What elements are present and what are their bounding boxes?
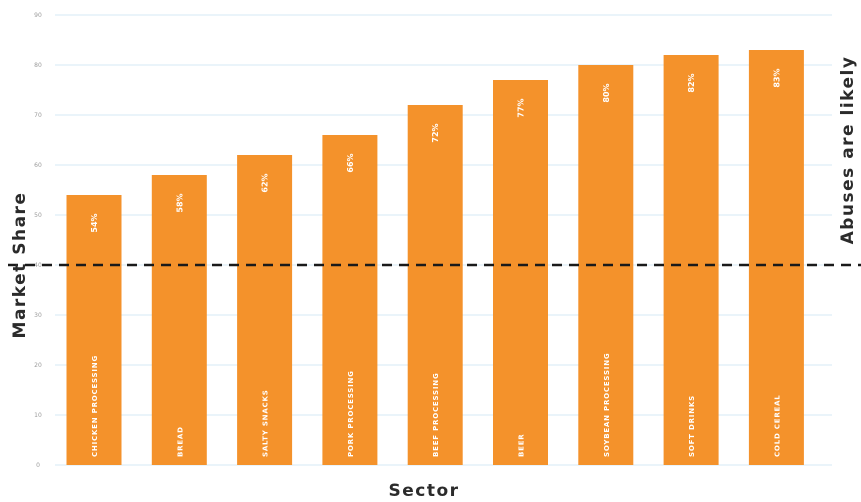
bar-category-label-8: COLD CEREAL xyxy=(773,394,781,457)
y-tick-label-8: 80 xyxy=(34,62,42,69)
bar-value-label-6: 80% xyxy=(602,83,611,102)
x-axis-label: Sector xyxy=(388,481,459,501)
bar-category-label-6: SOYBEAN PROCESSING xyxy=(603,353,611,457)
y-tick-label-5: 50 xyxy=(34,212,42,219)
bar-value-label-8: 83% xyxy=(772,68,781,87)
bar-category-label-7: SOFT DRINKS xyxy=(688,395,696,457)
bar-category-label-3: PORK PROCESSING xyxy=(347,370,355,457)
bar-category-label-0: CHICKEN PROCESSING xyxy=(91,355,99,457)
bar-category-label-1: BREAD xyxy=(176,426,184,457)
y-tick-label-2: 20 xyxy=(34,362,42,369)
bar-value-label-5: 77% xyxy=(517,98,526,117)
bar-8 xyxy=(748,50,804,465)
y-axis-label: Market Share xyxy=(10,192,30,339)
bar-5 xyxy=(493,80,548,465)
bar-category-label-5: BEER xyxy=(518,434,526,458)
bar-value-label-1: 58% xyxy=(175,193,184,212)
bar-3 xyxy=(322,135,378,465)
bar-layer: 54% CHICKEN PROCESSING 58% BREAD 62% SALTY SN… xyxy=(66,50,804,465)
y-tick-label-9: 90 xyxy=(34,12,42,19)
y-tick-layer: 0 10 20 30 40 50 60 70 80 90 xyxy=(34,12,42,469)
bar-1 xyxy=(151,175,207,465)
bar-4 xyxy=(407,105,463,465)
threshold-label: Abuses are likely xyxy=(838,56,858,245)
y-tick-label-1: 10 xyxy=(34,412,42,419)
bar-value-label-7: 82% xyxy=(687,73,696,92)
bar-0 xyxy=(66,195,122,465)
bar-value-label-3: 66% xyxy=(346,153,355,172)
y-tick-label-0: 0 xyxy=(36,462,40,469)
bar-category-label-4: BEEF PROCESSING xyxy=(432,373,440,458)
bar-category-label-2: SALTY SNACKS xyxy=(262,389,270,457)
y-tick-label-4: 40 xyxy=(34,262,42,269)
bar-7 xyxy=(663,55,719,465)
y-tick-label-3: 30 xyxy=(34,312,42,319)
bar-value-label-0: 54% xyxy=(90,213,99,232)
y-tick-label-6: 60 xyxy=(34,162,42,169)
bar-2 xyxy=(237,155,293,465)
y-tick-label-7: 70 xyxy=(34,112,42,119)
bar-value-label-4: 72% xyxy=(431,123,440,142)
bar-value-label-2: 62% xyxy=(261,173,270,192)
